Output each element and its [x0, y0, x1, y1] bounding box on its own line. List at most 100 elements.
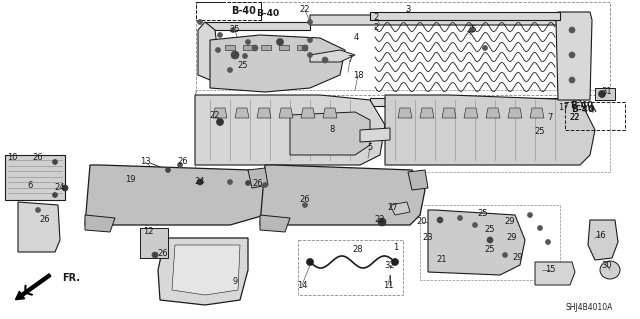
Circle shape	[262, 182, 268, 188]
Polygon shape	[486, 108, 500, 118]
Text: 24: 24	[55, 182, 65, 191]
Text: 4: 4	[353, 33, 358, 42]
Text: SHJ4B4010A: SHJ4B4010A	[565, 303, 612, 313]
Polygon shape	[595, 88, 615, 100]
Polygon shape	[420, 108, 434, 118]
Polygon shape	[408, 170, 428, 190]
Circle shape	[538, 226, 543, 231]
Circle shape	[198, 19, 202, 25]
Polygon shape	[248, 168, 268, 188]
Text: 3: 3	[405, 5, 411, 14]
Text: 11: 11	[383, 280, 393, 290]
Polygon shape	[172, 245, 240, 295]
Text: 1: 1	[394, 243, 399, 253]
Circle shape	[303, 203, 307, 207]
Circle shape	[231, 51, 239, 59]
Circle shape	[392, 258, 399, 265]
Circle shape	[35, 207, 40, 212]
Text: 31: 31	[602, 86, 612, 95]
Text: 25: 25	[535, 128, 545, 137]
Polygon shape	[398, 108, 412, 118]
Circle shape	[458, 216, 463, 220]
Circle shape	[598, 91, 605, 98]
Polygon shape	[18, 202, 60, 252]
Text: 7: 7	[348, 56, 353, 64]
Polygon shape	[195, 95, 385, 165]
Circle shape	[246, 181, 250, 186]
Polygon shape	[261, 45, 271, 50]
Polygon shape	[257, 108, 271, 118]
Circle shape	[218, 33, 223, 38]
Text: 22: 22	[210, 110, 220, 120]
Circle shape	[322, 57, 328, 63]
Polygon shape	[428, 210, 525, 275]
Text: 26: 26	[157, 249, 168, 258]
Text: 29: 29	[513, 254, 524, 263]
Circle shape	[307, 53, 312, 57]
Text: 20: 20	[417, 218, 428, 226]
Circle shape	[437, 217, 443, 223]
Bar	[565, 102, 625, 130]
Circle shape	[307, 38, 312, 42]
Polygon shape	[535, 262, 575, 285]
Text: 26: 26	[40, 216, 51, 225]
Polygon shape	[85, 215, 115, 232]
Circle shape	[569, 77, 575, 83]
Polygon shape	[370, 12, 560, 20]
Polygon shape	[158, 238, 248, 305]
Circle shape	[569, 27, 575, 33]
Polygon shape	[225, 45, 235, 50]
Circle shape	[197, 179, 203, 185]
Circle shape	[246, 40, 250, 44]
Text: 13: 13	[140, 158, 150, 167]
Circle shape	[545, 240, 550, 244]
Text: 22: 22	[570, 114, 580, 122]
Polygon shape	[370, 98, 560, 106]
Text: 19: 19	[125, 175, 135, 184]
Text: 15: 15	[545, 265, 556, 275]
Polygon shape	[279, 108, 293, 118]
Text: 5: 5	[367, 144, 372, 152]
Polygon shape	[243, 45, 253, 50]
Polygon shape	[235, 108, 249, 118]
Text: 22: 22	[570, 114, 580, 122]
Polygon shape	[385, 95, 595, 165]
Polygon shape	[310, 15, 565, 25]
Polygon shape	[210, 35, 345, 92]
Text: 30: 30	[602, 261, 612, 270]
Text: 14: 14	[297, 280, 307, 290]
Circle shape	[62, 185, 68, 191]
Circle shape	[227, 180, 232, 184]
Text: B-40: B-40	[572, 105, 595, 114]
Polygon shape	[260, 165, 425, 225]
Text: B-40: B-40	[257, 10, 280, 19]
Text: 7: 7	[547, 114, 553, 122]
Circle shape	[216, 48, 221, 53]
Text: 26: 26	[253, 179, 263, 188]
Text: 25: 25	[467, 26, 477, 34]
Polygon shape	[5, 155, 65, 200]
Circle shape	[230, 27, 236, 33]
Text: B-40: B-40	[232, 6, 257, 16]
Text: 16: 16	[595, 231, 605, 240]
Text: 10: 10	[7, 153, 17, 162]
Polygon shape	[297, 45, 307, 50]
Circle shape	[569, 52, 575, 58]
Text: 6: 6	[28, 181, 33, 189]
Polygon shape	[310, 50, 355, 62]
Circle shape	[487, 237, 493, 243]
Text: 8: 8	[330, 125, 335, 135]
Circle shape	[216, 118, 223, 125]
Text: 12: 12	[143, 227, 153, 236]
Circle shape	[276, 39, 284, 46]
Text: 32: 32	[385, 261, 396, 270]
Polygon shape	[198, 22, 230, 82]
Circle shape	[307, 19, 312, 25]
Text: 9: 9	[232, 278, 237, 286]
Polygon shape	[213, 108, 227, 118]
Text: 26: 26	[300, 196, 310, 204]
Text: 24: 24	[195, 177, 205, 187]
Text: 25: 25	[484, 246, 495, 255]
Text: 22: 22	[375, 216, 385, 225]
Text: 25: 25	[484, 226, 495, 234]
